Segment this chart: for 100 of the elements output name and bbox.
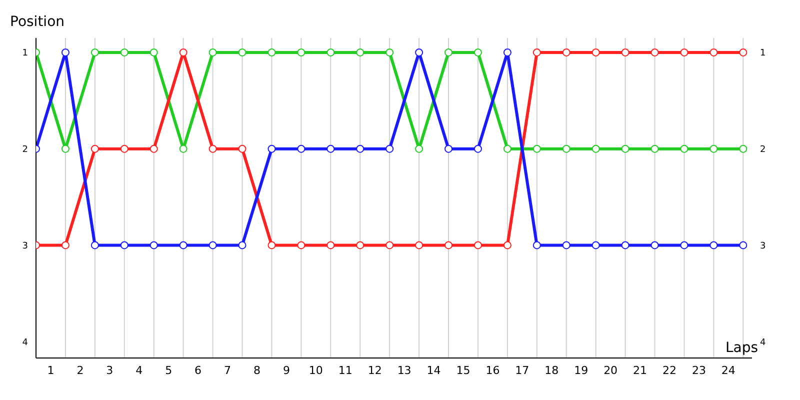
- y-tick-label: 1: [22, 48, 28, 59]
- x-tick-label: 11: [338, 364, 352, 377]
- point: [326, 144, 335, 153]
- point: [268, 144, 276, 153]
- point: [386, 48, 394, 56]
- point: [61, 144, 70, 153]
- y-tick-label: 4: [22, 338, 28, 348]
- point: [474, 48, 482, 56]
- point: [710, 144, 718, 153]
- point: [150, 144, 158, 153]
- x-tick-label: 10: [308, 364, 323, 377]
- point: [120, 48, 128, 56]
- y-tick-label: 3: [22, 241, 28, 252]
- y2-tick-label: 1: [760, 48, 766, 59]
- point: [179, 241, 188, 250]
- point: [562, 241, 570, 250]
- point: [710, 48, 718, 56]
- point: [326, 48, 335, 56]
- point: [503, 48, 512, 56]
- point: [268, 48, 276, 56]
- y2-tick-label: 3: [760, 241, 766, 252]
- x-tick-label: 19: [574, 364, 588, 377]
- point: [680, 48, 688, 56]
- y-tick-label: 2: [22, 145, 28, 156]
- point: [650, 48, 659, 56]
- point: [297, 241, 306, 250]
- point: [739, 48, 748, 56]
- point: [562, 144, 570, 153]
- point: [179, 48, 188, 56]
- x-tick-label: 3: [106, 364, 114, 377]
- point: [592, 241, 600, 250]
- x-tick-label: 16: [486, 364, 500, 377]
- point: [710, 241, 718, 250]
- x-tick-label: 8: [253, 364, 260, 377]
- point: [680, 241, 688, 250]
- point: [621, 241, 630, 250]
- point: [208, 144, 217, 153]
- x-tick-label: 13: [397, 364, 412, 377]
- point: [650, 144, 659, 153]
- x-tick-label: 21: [633, 364, 648, 377]
- point: [356, 144, 364, 153]
- point: [474, 241, 482, 250]
- x-tick-label: 2: [76, 364, 84, 377]
- point: [120, 241, 128, 250]
- point: [680, 144, 688, 153]
- point: [386, 241, 394, 250]
- point: [532, 241, 541, 250]
- point: [503, 144, 512, 153]
- point: [150, 48, 158, 56]
- point: [532, 48, 541, 56]
- x-tick-label: 18: [544, 364, 559, 377]
- point: [208, 241, 217, 250]
- x-tick-label: 9: [282, 364, 290, 377]
- point: [238, 48, 246, 56]
- point: [474, 144, 482, 153]
- point: [621, 144, 630, 153]
- point: [208, 48, 217, 56]
- point: [120, 144, 128, 153]
- point: [90, 48, 99, 56]
- x-tick-label: 15: [456, 364, 470, 377]
- point: [739, 241, 748, 250]
- x-tick-label: 5: [165, 364, 172, 377]
- x-tick-label: 4: [136, 364, 143, 377]
- point: [415, 241, 424, 250]
- x-tick-label: 20: [604, 364, 618, 377]
- point: [739, 144, 748, 153]
- point: [238, 241, 246, 250]
- point: [268, 241, 276, 250]
- point: [503, 241, 512, 250]
- y-axis-title: Position: [10, 14, 65, 30]
- point: [562, 48, 570, 56]
- point: [238, 144, 246, 153]
- x-tick-label: 23: [692, 364, 706, 377]
- point: [592, 144, 600, 153]
- point: [61, 241, 70, 250]
- x-tick-label: 1: [47, 364, 54, 377]
- x-tick-label: 24: [721, 364, 736, 377]
- x-tick-label: 7: [224, 364, 232, 377]
- y2-tick-label: 2: [760, 145, 766, 156]
- x-tick-label: 12: [368, 364, 382, 377]
- point: [61, 48, 70, 56]
- point: [356, 241, 364, 250]
- point: [444, 241, 453, 250]
- point: [90, 241, 99, 250]
- point: [415, 48, 424, 56]
- point: [90, 144, 99, 153]
- point: [444, 144, 453, 153]
- point: [326, 241, 335, 250]
- x-tick-label: 14: [426, 364, 441, 377]
- x-axis-title: Laps: [725, 340, 758, 356]
- point: [621, 48, 630, 56]
- y2-tick-label: 4: [760, 338, 766, 348]
- point: [650, 241, 659, 250]
- x-tick-label: 17: [515, 364, 530, 377]
- point: [386, 144, 394, 153]
- x-tick-label: 6: [194, 364, 202, 377]
- point: [444, 48, 453, 56]
- point: [297, 48, 306, 56]
- point: [356, 48, 364, 56]
- x-tick-label: 22: [662, 364, 676, 377]
